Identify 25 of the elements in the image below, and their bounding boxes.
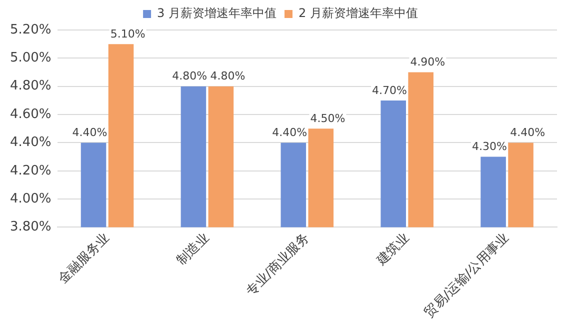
y-tick-label: 3.80% <box>10 220 52 235</box>
y-tick-label: 5.00% <box>10 50 52 66</box>
legend-label: 2 月薪资增速年率中值 <box>298 6 418 20</box>
x-tick-label: 建筑业 <box>373 230 412 270</box>
y-tick-label: 4.60% <box>10 106 52 122</box>
x-tick-label: 贸易/运输/公用事业 <box>422 230 512 321</box>
data-label: 4.50% <box>310 112 346 125</box>
data-label: 4.90% <box>410 56 446 69</box>
data-label: 4.40% <box>510 126 546 140</box>
data-label: 4.40% <box>272 126 308 140</box>
data-label: 5.10% <box>110 27 146 40</box>
x-tick-label: 专业/商业服务 <box>244 230 312 300</box>
y-tick-label: 4.80% <box>10 78 52 94</box>
y-tick-label: 5.20% <box>10 22 52 38</box>
data-label: 4.80% <box>210 70 246 83</box>
data-label: 4.30% <box>472 140 507 154</box>
x-tick-label: 金融服务业 <box>56 230 112 287</box>
data-label: 4.70% <box>372 84 407 97</box>
y-tick-label: 4.20% <box>10 163 52 178</box>
legend-label: 3 月薪资增速年率中值 <box>157 6 277 20</box>
x-tick-label: 制造业 <box>174 230 212 269</box>
y-tick-label: 4.40% <box>10 135 52 150</box>
data-label: 4.40% <box>72 126 108 140</box>
data-label: 4.80% <box>172 70 208 83</box>
y-tick-label: 4.00% <box>10 191 52 206</box>
